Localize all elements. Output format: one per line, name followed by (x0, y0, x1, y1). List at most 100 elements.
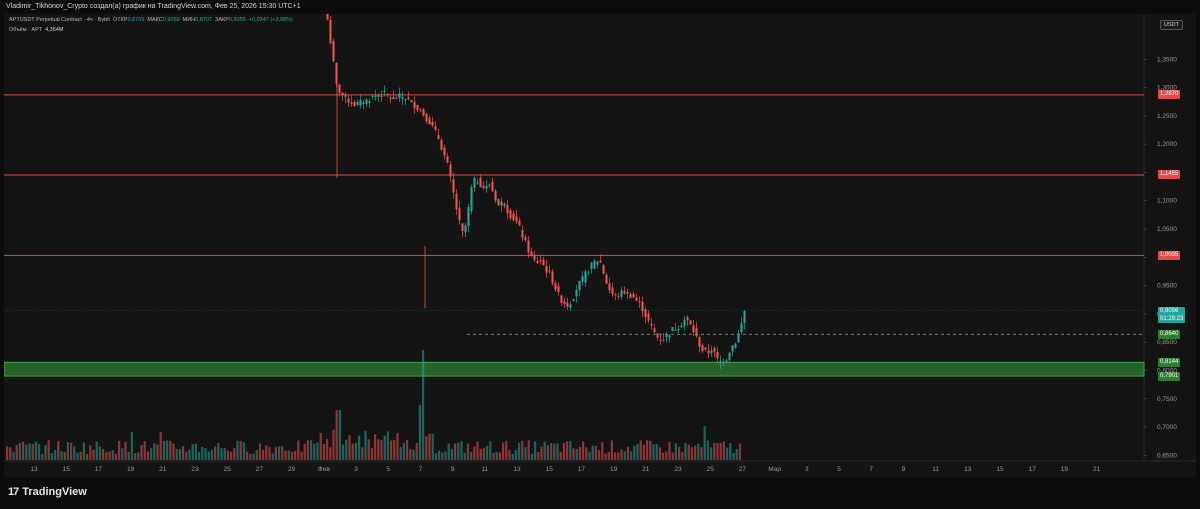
volume-bar (684, 442, 687, 460)
date-tick-label: 11 (932, 466, 939, 473)
candle-body (638, 301, 641, 303)
candle-body (347, 98, 350, 103)
date-tick-label: 19 (1061, 466, 1069, 473)
date-tick-label: 21 (642, 466, 650, 473)
volume-bar (153, 443, 156, 460)
price-chart[interactable]: 1,35001,30001,25001,20001,15001,10001,05… (4, 14, 1196, 478)
candle-body (584, 271, 587, 283)
volume-bar (486, 445, 489, 460)
last-price-value: 0,9056 (1160, 308, 1179, 314)
volume-bar (41, 453, 44, 460)
volume-bar (50, 453, 53, 460)
volume-bar (633, 445, 636, 460)
high-label: МАКС (147, 17, 163, 23)
candle-body (689, 320, 692, 325)
volume-bar (393, 439, 396, 460)
candle-body (557, 286, 560, 293)
volume-bar (198, 452, 201, 460)
candle-body (509, 210, 512, 219)
candle-body (617, 295, 620, 297)
candle-body (467, 206, 470, 226)
date-tick-label: 21 (1093, 466, 1101, 473)
volume-bar (258, 443, 261, 460)
volume-bar (540, 446, 543, 460)
candle-body (479, 177, 482, 188)
candle-body (704, 347, 707, 350)
date-tick-label: 27 (256, 466, 264, 473)
volume-bar (274, 447, 277, 460)
candle-body (374, 95, 377, 98)
price-tick-label: 0,6500 (1157, 452, 1177, 459)
currency-label[interactable]: USDT (1160, 20, 1183, 30)
volume-bar (60, 451, 63, 460)
candle-body (461, 223, 464, 231)
volume-bar (140, 445, 143, 460)
tradingview-logo-icon: 17 (8, 486, 19, 498)
candle-body (515, 216, 518, 222)
open-value: 0,8709 (127, 17, 145, 23)
candle-body (488, 184, 491, 186)
candle-body (572, 299, 575, 301)
candle-body (695, 328, 698, 337)
volume-bar (585, 447, 588, 460)
volume-bar (300, 451, 303, 460)
candle-body (734, 343, 737, 348)
volume-bar (220, 448, 223, 460)
volume-bar (550, 443, 553, 460)
candle-body (365, 99, 368, 105)
candle-body (566, 302, 569, 307)
candle-body (542, 259, 545, 266)
volume-bar (546, 445, 549, 460)
volume-bar (322, 444, 325, 460)
volume-bar (95, 441, 98, 460)
volume-bar (671, 452, 674, 460)
volume-bar (454, 443, 457, 460)
candle-body (407, 97, 410, 99)
candle-body (692, 325, 695, 332)
volume-bar (284, 450, 287, 460)
candle-body (725, 360, 728, 362)
candle-body (353, 101, 356, 106)
candle-body (425, 113, 428, 122)
price-tick-label: 0,7000 (1157, 424, 1177, 431)
date-tick-label: 23 (191, 466, 199, 473)
volume-bar (204, 448, 207, 460)
close-label: ЗАКР (215, 17, 229, 23)
volume-bar (492, 453, 495, 460)
volume-value: 4,364M (45, 27, 64, 33)
date-tick-label: 13 (513, 466, 521, 473)
volume-bar (169, 440, 172, 460)
candle-body (473, 177, 476, 188)
volume-bar (505, 440, 508, 460)
candle-body (599, 260, 602, 263)
volume-bar (278, 446, 281, 460)
candle-body (608, 283, 611, 291)
price-tick-label: 1,1000 (1157, 198, 1177, 205)
volume-bar (524, 447, 527, 460)
candle-body (485, 185, 488, 189)
candle-body (464, 225, 467, 233)
candle-body (569, 304, 572, 308)
volume-bar (713, 442, 716, 460)
volume-bar (428, 433, 431, 460)
volume-bar (188, 449, 191, 460)
volume-bar (166, 440, 169, 460)
volume-bar (386, 431, 389, 460)
volume-bar (54, 450, 57, 460)
candle-body (683, 319, 686, 326)
candle-body (680, 325, 683, 328)
volume-bar (380, 440, 383, 460)
chart-area[interactable]: 1,35001,30001,25001,20001,15001,10001,05… (4, 14, 1196, 478)
volume-bar (182, 446, 185, 460)
candle-body (422, 108, 425, 116)
volume-bar (137, 452, 140, 460)
countdown-value: 01:29:23 (1160, 316, 1184, 322)
level-tag-r1: 1,2870 (1158, 90, 1181, 99)
volume-bar (447, 443, 450, 460)
candle-body (446, 156, 449, 163)
tradingview-logo[interactable]: 17 TradingView (8, 486, 87, 498)
candle-body (539, 260, 542, 262)
open-label: ОТКР (112, 17, 128, 23)
volume-bar (159, 432, 162, 460)
date-tick-label: 13 (30, 466, 38, 473)
